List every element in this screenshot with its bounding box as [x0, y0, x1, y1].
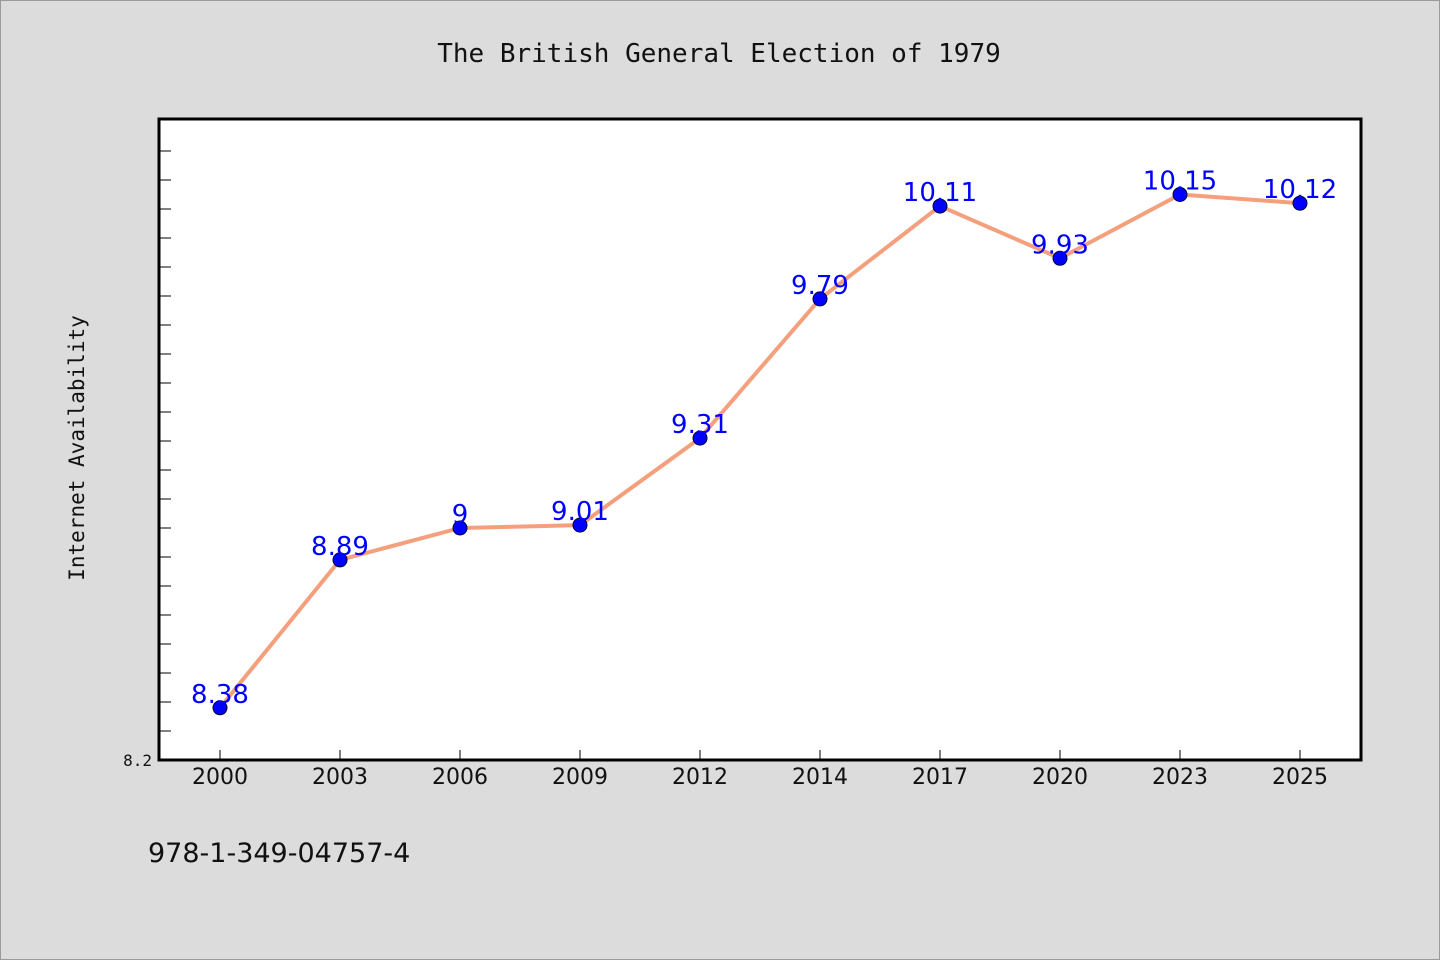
data-point: [1172, 187, 1188, 202]
data-label: 8.38: [191, 680, 249, 710]
chart-title: The British General Election of 1979: [437, 39, 1001, 69]
data-point: [572, 517, 588, 533]
data-label: 9: [452, 500, 469, 530]
data-label: 9.79: [791, 271, 849, 301]
x-tick-label: 2006: [432, 765, 488, 790]
data-label: 9.93: [1031, 230, 1089, 260]
data-point: [692, 430, 708, 446]
x-axis-ticks: 2000 2003 2006 2009 2012 2014 2017 2020 2023 2025: [192, 750, 1328, 790]
x-tick-label: 2020: [1032, 765, 1088, 790]
series-line-group: [218, 192, 1301, 710]
series-line: [218, 192, 1301, 710]
x-tick-label: 2000: [192, 765, 248, 790]
data-point: [452, 520, 468, 536]
data-point: [332, 552, 348, 568]
x-tick-label: 2017: [912, 765, 968, 790]
x-tick-label: 2003: [312, 765, 368, 790]
data-label: 10.12: [1263, 175, 1337, 205]
data-label: 10.15: [1143, 167, 1217, 197]
data-label: 10.11: [903, 178, 977, 208]
data-point: [932, 198, 948, 214]
data-point: [812, 291, 828, 307]
data-labels: 8.38 8.89 9 9.01 9.31 9.79 10.11 9.93 10.15 10.12: [191, 167, 1337, 710]
y-axis-ticks: [159, 150, 171, 732]
isbn-footnote: 978-1-349-04757-4: [148, 838, 410, 869]
data-point: [212, 700, 228, 716]
y-axis-label: Internet Availability: [65, 315, 89, 581]
x-tick-label: 2023: [1152, 765, 1208, 790]
plot-area: [157, 117, 1363, 762]
data-label: 9.31: [671, 410, 729, 440]
x-tick-label: 2014: [792, 765, 848, 790]
data-label: 9.01: [551, 497, 609, 527]
y-tick-label: 8.2: [123, 751, 152, 770]
x-tick-label: 2012: [672, 765, 728, 790]
x-tick-label: 2009: [552, 765, 608, 790]
data-label: 8.89: [311, 532, 369, 562]
data-point: [1292, 195, 1308, 211]
data-points: [212, 187, 1308, 716]
data-point: [1052, 250, 1068, 266]
x-tick-label: 2025: [1272, 765, 1328, 790]
